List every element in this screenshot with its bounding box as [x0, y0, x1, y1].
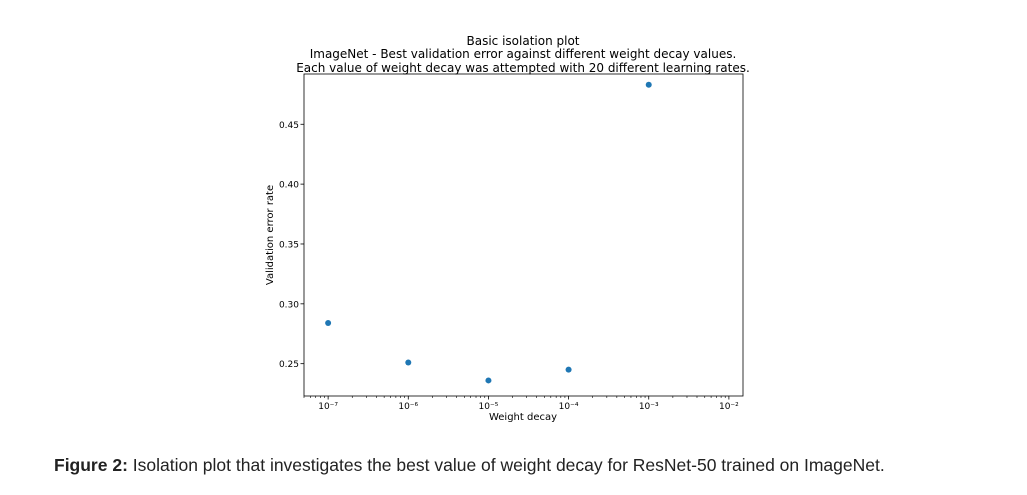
x-tick-label: 10⁻⁷	[318, 402, 338, 412]
y-tick-label: 0.40	[279, 181, 299, 191]
data-point	[405, 359, 412, 366]
caption-text: Isolation plot that investigates the bes…	[127, 455, 885, 475]
x-tick-label: 10⁻⁶	[398, 402, 418, 412]
y-axis-label: Validation error rate	[265, 185, 276, 285]
y-tick-label: 0.25	[279, 360, 299, 370]
figure-caption: Figure 2: Isolation plot that investigat…	[54, 455, 1014, 476]
chart-subtitle-line-1: ImageNet - Best validation error against…	[310, 47, 737, 61]
y-tick-label: 0.45	[279, 121, 299, 131]
data-points	[325, 81, 652, 384]
caption-label: Figure 2:	[54, 455, 128, 475]
y-tick-label: 0.35	[279, 240, 299, 250]
y-tick-label: 0.30	[279, 300, 299, 310]
data-point	[325, 319, 332, 326]
y-axis-ticks: 0.25 0.30 0.35 0.40 0.45	[279, 121, 304, 370]
x-tick-label: 10⁻²	[719, 402, 739, 412]
x-tick-label: 10⁻⁴	[559, 402, 579, 412]
data-point	[565, 366, 572, 373]
chart-subtitle-line-2: Each value of weight decay was attempted…	[296, 61, 750, 75]
data-point	[485, 377, 492, 384]
x-tick-label: 10⁻⁵	[479, 402, 499, 412]
figure: Basic isolation plot ImageNet - Best val…	[265, 34, 750, 423]
x-axis-ticks: 10⁻⁷ 10⁻⁶ 10⁻⁵ 10⁻⁴ 10⁻³ 10⁻²	[318, 396, 739, 412]
x-tick-label: 10⁻³	[639, 402, 659, 412]
scatter-plot: Basic isolation plot ImageNet - Best val…	[265, 34, 750, 423]
x-axis-minor-ticks	[303, 396, 726, 398]
data-point	[645, 81, 652, 88]
chart-title: Basic isolation plot	[467, 34, 580, 48]
plot-area-frame	[303, 73, 744, 397]
x-axis-label: Weight decay	[489, 412, 557, 423]
